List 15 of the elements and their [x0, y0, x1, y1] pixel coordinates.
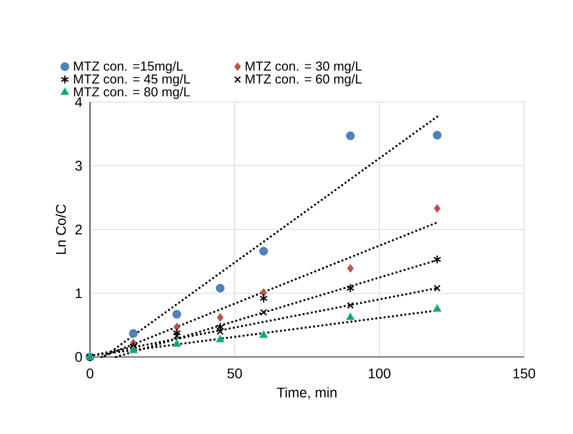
legend-label: MTZ con. =15mg/L	[74, 61, 183, 74]
x-tick-label: 0	[86, 368, 94, 378]
y-tick-label: 2	[75, 224, 82, 234]
x-tick-label: 150	[513, 368, 536, 378]
legend-label: MTZ con. = 45 mg/L	[74, 74, 190, 86]
x-axis-title: Time, min	[276, 387, 336, 400]
y-tick-label: 3	[75, 160, 82, 171]
y-axis-title: Ln Co/C	[56, 204, 66, 254]
x-tick-label: 50	[227, 368, 242, 378]
y-tick-label: 0	[75, 352, 82, 362]
legend-label: MTZ con. = 60 mg/L	[246, 74, 362, 86]
legend-label: MTZ con. = 30 mg/L	[246, 61, 362, 74]
y-tick-label: 4	[75, 97, 82, 107]
x-tick-label: 100	[368, 368, 390, 378]
y-tick-label: 1	[76, 288, 82, 298]
